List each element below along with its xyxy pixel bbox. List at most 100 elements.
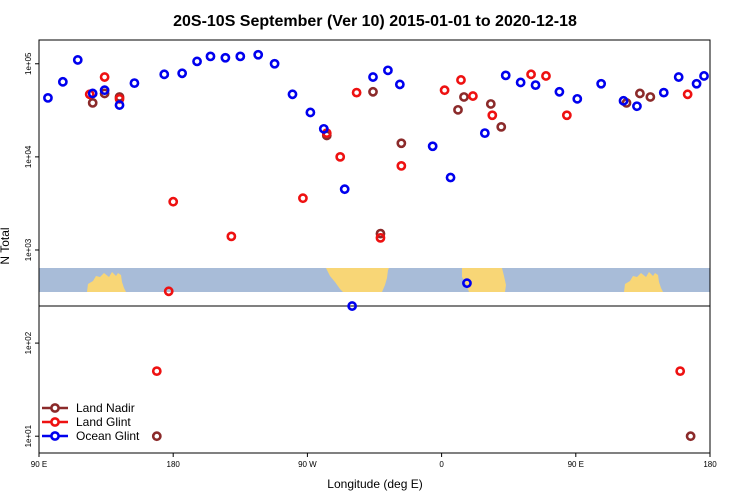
y-axis-label: N Total: [0, 227, 12, 264]
ocean-glint-point-22: [394, 79, 405, 90]
ocean-glint-point-24: [445, 172, 456, 183]
y-tick-label-3: 1e+04: [24, 145, 33, 168]
ocean-glint-point-10: [205, 51, 216, 62]
land-glint-point-5: [168, 196, 179, 207]
land-nadir-point-5: [375, 228, 386, 239]
legend-label-ocean-glint: Ocean Glint: [76, 429, 140, 443]
x-tick-label-4: 90 E: [568, 460, 584, 469]
land-nadir-point-7: [396, 138, 407, 149]
x-tick-label-5: 180: [703, 460, 717, 469]
ocean-glint-point-31: [572, 93, 583, 104]
ocean-glint-point-3: [87, 88, 98, 99]
land-glint-point-6: [226, 231, 237, 242]
ocean-glint-point-1: [57, 76, 68, 87]
land-nadir-point-9: [459, 92, 469, 102]
land-nadir-point-3: [151, 431, 162, 442]
land-glint-point-11: [375, 232, 386, 243]
data-points: [43, 49, 709, 442]
x-tick-label-0: 90 E: [31, 460, 47, 469]
ocean-glint-point-13: [253, 49, 264, 60]
ocean-glint-point-17: [318, 123, 329, 134]
land-glint-point-21: [675, 366, 686, 377]
map-land-australia-right: [624, 272, 663, 292]
legend-marker-land-glint: [50, 417, 60, 427]
chart-title: 20S-10S September (Ver 10) 2015-01-01 to…: [173, 13, 577, 30]
map-inset: [39, 268, 710, 292]
ocean-glint-point-33: [618, 95, 629, 106]
y-tick-label-4: 1e+05: [24, 52, 33, 75]
y-axis: 1e+01 1e+02 1e+03 1e+04 1e+05: [24, 52, 39, 447]
ocean-glint-point-26: [479, 128, 490, 139]
ocean-glint-point-34: [632, 101, 642, 112]
land-glint-point-12: [396, 160, 407, 171]
land-nadir-point-0: [87, 97, 98, 108]
legend-marker-ocean-glint: [50, 431, 60, 441]
land-glint-point-9: [335, 151, 346, 162]
ocean-glint-point-8: [177, 68, 188, 79]
ocean-glint-point-19: [347, 301, 358, 311]
ocean-glint-point-37: [691, 78, 702, 89]
ocean-glint-point-20: [368, 72, 378, 82]
x-tick-label-2: 90 W: [298, 460, 317, 469]
ocean-glint-point-28: [515, 77, 526, 88]
ocean-glint-point-21: [383, 65, 393, 76]
land-nadir-point-15: [685, 431, 696, 442]
land-glint-point-17: [526, 69, 536, 80]
legend-label-land-nadir: Land Nadir: [76, 401, 135, 415]
plot-frame: [38, 39, 711, 454]
land-nadir-point-6: [368, 86, 378, 97]
ocean-glint-point-15: [287, 89, 298, 100]
ocean-glint-point-6: [129, 78, 140, 88]
ocean-glint-point-23: [427, 141, 438, 152]
ocean-glint-point-18: [339, 184, 350, 195]
ocean-glint-point-2: [72, 55, 83, 65]
ocean-glint-point-14: [269, 58, 280, 69]
x-tick-label-1: 180: [167, 460, 181, 469]
map-land-south-america: [326, 268, 389, 292]
ocean-glint-point-0: [43, 92, 53, 103]
land-nadir-point-8: [453, 104, 463, 115]
land-nadir-point-14: [645, 92, 656, 102]
x-axis-label: Longitude (deg E): [327, 477, 422, 491]
ocean-glint-point-36: [673, 72, 684, 82]
ocean-glint-point-7: [159, 69, 170, 80]
land-glint-point-19: [561, 110, 572, 121]
x-axis: 90 E 180 90 W 0 90 E 180: [31, 453, 717, 469]
land-glint-point-4: [163, 286, 174, 297]
land-glint-point-18: [541, 71, 551, 81]
land-glint-point-14: [456, 75, 466, 85]
y-tick-label-0: 1e+01: [24, 424, 33, 447]
ocean-glint-point-4: [99, 85, 110, 96]
ocean-glint-point-16: [305, 107, 316, 118]
legend-label-land-glint: Land Glint: [76, 415, 131, 429]
legend-marker-land-nadir: [50, 403, 60, 413]
ocean-glint-point-35: [658, 87, 669, 98]
ocean-glint-point-38: [699, 71, 709, 81]
land-glint-point-20: [682, 89, 693, 100]
land-nadir-point-13: [635, 88, 645, 99]
land-glint-point-1: [99, 72, 110, 82]
land-glint-point-7: [298, 193, 308, 204]
land-nadir-point-11: [496, 121, 507, 132]
map-land-australia-left: [87, 272, 126, 292]
y-tick-label-1: 1e+02: [24, 331, 33, 354]
land-nadir-point-10: [485, 99, 496, 109]
ocean-glint-point-25: [462, 278, 472, 289]
ocean-glint-point-11: [220, 52, 231, 63]
land-glint-point-10: [351, 87, 362, 98]
ocean-glint-point-12: [235, 51, 246, 62]
map-land-africa: [462, 268, 506, 292]
ocean-glint-point-27: [500, 70, 511, 81]
land-glint-point-13: [439, 85, 450, 96]
ocean-glint-point-30: [554, 86, 565, 97]
ocean-glint-point-5: [114, 100, 125, 110]
land-glint-point-16: [487, 110, 498, 121]
ocean-glint-point-32: [596, 78, 607, 89]
land-glint-point-15: [468, 91, 478, 101]
x-tick-label-3: 0: [439, 460, 444, 469]
y-tick-label-2: 1e+03: [24, 238, 33, 261]
ocean-glint-point-29: [530, 80, 541, 91]
ocean-glint-point-9: [192, 56, 202, 67]
